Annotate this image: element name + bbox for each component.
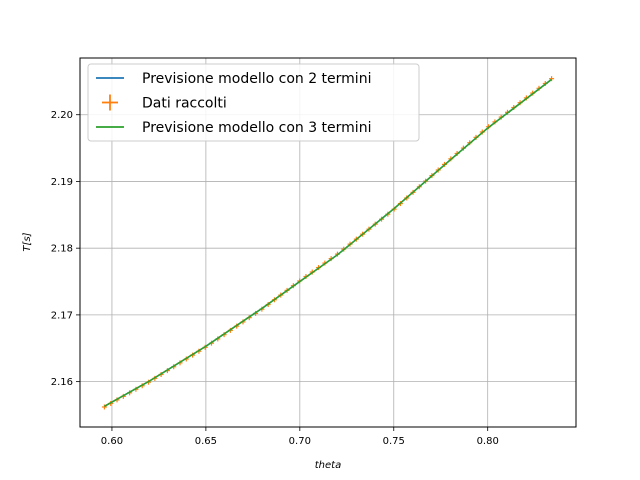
x-axis-label: theta <box>315 460 341 471</box>
y-tick-label: 2.18 <box>51 244 73 255</box>
x-axis-ticks: 0.60 0.65 0.70 0.75 0.80 <box>101 427 499 447</box>
legend-label: Previsione modello con 2 termini <box>142 71 371 87</box>
x-tick-label: 0.75 <box>383 436 405 447</box>
legend-label: Dati raccolti <box>142 96 227 112</box>
series-line-2 <box>104 78 553 407</box>
y-tick-label: 2.16 <box>51 377 73 388</box>
x-tick-label: 0.60 <box>101 436 123 447</box>
legend-label: Previsione modello con 3 termini <box>142 120 371 136</box>
legend-entry: Dati raccolti <box>102 94 227 112</box>
x-tick-label: 0.80 <box>477 436 499 447</box>
legend-entry: Previsione modello con 3 termini <box>96 120 371 136</box>
legend-box <box>87 63 420 142</box>
y-axis-ticks: 2.16 2.17 2.18 2.19 2.20 <box>51 110 80 388</box>
data-point <box>101 404 107 410</box>
y-axis-label: T[s] <box>22 232 33 251</box>
y-tick-label: 2.19 <box>51 177 73 188</box>
x-tick-label: 0.70 <box>289 436 311 447</box>
axes-frame <box>79 57 577 428</box>
y-tick-label: 2.20 <box>51 110 73 121</box>
x-tick-label: 0.65 <box>195 436 217 447</box>
plot-series <box>101 76 555 410</box>
y-tick-label: 2.17 <box>51 310 73 321</box>
legend: Previsione modello con 2 termini Dati rac… <box>87 63 420 142</box>
legend-swatch <box>102 94 118 111</box>
legend-entry: Previsione modello con 2 termini <box>96 71 371 87</box>
